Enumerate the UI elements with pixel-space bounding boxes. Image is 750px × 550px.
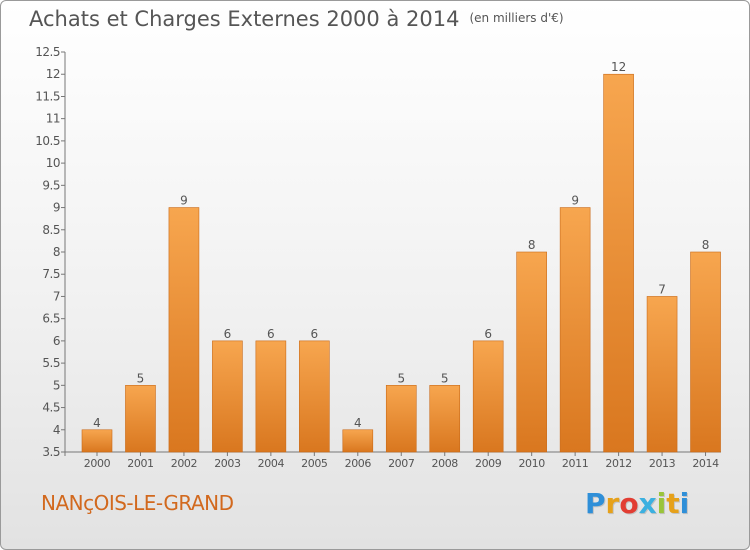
y-tick-label: 8.5 — [42, 223, 60, 237]
y-tick-label: 9.5 — [42, 178, 60, 192]
x-tick-label: 2008 — [432, 457, 459, 470]
x-axis: 2000 2001 2002 2003 2004 2005 2006 2007 2008 2009… — [65, 451, 721, 470]
y-tick-label: 11.5 — [35, 89, 60, 103]
x-tick-label: 2002 — [171, 457, 197, 470]
x-tick-label: 2000 — [84, 457, 111, 470]
y-tick-label: 12.5 — [35, 45, 60, 59]
y-tick-label: 11 — [46, 112, 60, 126]
bar — [472, 340, 504, 453]
x-tick-label: 2012 — [605, 457, 631, 470]
y-tick-label: 4.5 — [42, 401, 60, 415]
unit-label: (en milliers d'€) — [469, 11, 564, 25]
bar — [342, 429, 374, 453]
y-tick-label: 10 — [46, 156, 60, 170]
y-tick-label: 6 — [53, 334, 60, 348]
logo-letter: i — [679, 487, 690, 520]
y-tick-label: 10.5 — [35, 134, 60, 148]
x-tick-label: 2011 — [562, 457, 588, 470]
data-label: 8 — [702, 238, 710, 252]
bar — [559, 207, 591, 453]
bars-group — [81, 73, 721, 453]
title-text: Achats et Charges Externes 2000 à 2014 — [29, 7, 460, 31]
y-tick-label: 12 — [46, 67, 60, 81]
chart-title: Achats et Charges Externes 2000 à 2014 (e… — [29, 7, 564, 31]
y-tick-label: 7 — [53, 289, 60, 303]
bar — [81, 429, 113, 453]
y-tick-label: 3.5 — [42, 445, 60, 459]
data-label: 8 — [528, 238, 536, 252]
y-tick-label: 7.5 — [42, 267, 60, 281]
x-tick-label: 2010 — [518, 457, 545, 470]
data-label: 4 — [93, 416, 101, 430]
bar — [690, 251, 721, 453]
bar — [125, 385, 156, 453]
logo-letter: i — [656, 487, 667, 520]
data-label: 7 — [658, 282, 666, 296]
bar — [429, 385, 461, 453]
bar — [212, 340, 243, 453]
data-label: 5 — [441, 371, 449, 385]
data-label: 6 — [224, 327, 232, 341]
x-tick-label: 2006 — [345, 457, 372, 470]
y-tick-label: 4 — [53, 423, 60, 437]
data-label: 9 — [571, 194, 579, 208]
y-tick-label: 9 — [53, 201, 60, 215]
data-label: 6 — [484, 327, 492, 341]
bar — [299, 340, 330, 453]
proxiti-logo[interactable]: Proxiti — [585, 487, 689, 520]
bar — [255, 340, 287, 453]
data-label: 6 — [267, 327, 275, 341]
data-label: 4 — [354, 416, 362, 430]
y-tick-label: 6.5 — [42, 312, 60, 326]
x-tick-label: 2007 — [388, 457, 415, 470]
data-label: 9 — [180, 194, 188, 208]
x-tick-label: 2009 — [475, 457, 502, 470]
bar — [168, 207, 200, 453]
y-tick-label: 5.5 — [42, 356, 60, 370]
data-labels-group: 4 5 9 6 6 6 4 5 5 6 8 9 12 7 8 — [93, 60, 709, 430]
logo-letter: x — [638, 487, 657, 520]
city-name: NANçOIS-LE-GRAND — [41, 491, 234, 515]
logo-letter: r — [605, 487, 620, 520]
logo-letter: P — [585, 487, 606, 520]
x-tick-label: 2004 — [258, 457, 285, 470]
logo-letter: t — [666, 487, 680, 520]
bar — [603, 73, 634, 453]
data-label: 6 — [311, 327, 319, 341]
bar — [516, 251, 547, 453]
x-tick-label: 2014 — [692, 457, 719, 470]
bar — [385, 385, 417, 453]
x-tick-label: 2003 — [214, 457, 241, 470]
data-label: 5 — [137, 371, 145, 385]
y-axis: 3.5 4 4.5 5 5.5 6 6.5 7 7.5 8 8.5 9 9.5 10 10.5 11 11.5 1… — [35, 45, 66, 459]
bar — [646, 296, 678, 453]
x-tick-label: 2013 — [649, 457, 676, 470]
data-label: 5 — [397, 371, 405, 385]
y-tick-label: 5 — [53, 378, 60, 392]
x-tick-label: 2001 — [127, 457, 153, 470]
x-tick-label: 2005 — [301, 457, 328, 470]
data-label: 12 — [611, 60, 626, 74]
y-tick-label: 8 — [53, 245, 60, 259]
logo-letter: o — [619, 487, 639, 520]
